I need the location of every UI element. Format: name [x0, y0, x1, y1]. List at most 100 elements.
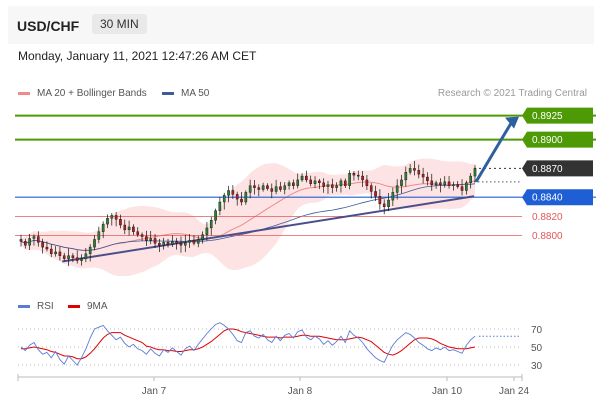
candle: [114, 212, 118, 227]
candle: [162, 237, 165, 250]
candle-body: [209, 220, 213, 229]
level-tag-0.8870: [522, 160, 593, 177]
candle: [318, 178, 321, 190]
candle: [361, 171, 364, 188]
candle: [84, 248, 88, 263]
candle: [331, 178, 334, 194]
candle-body: [270, 188, 274, 192]
rsi-tick-50: 50: [531, 343, 543, 354]
candle-body: [400, 179, 403, 186]
candle: [205, 222, 209, 241]
candle: [179, 236, 183, 253]
candle-body: [184, 242, 187, 246]
level-tag-0.8925: [522, 107, 593, 124]
candle: [322, 178, 325, 193]
nine-ma-line: [21, 328, 476, 360]
rsi-tick-70: 70: [531, 325, 543, 336]
ma20-label: MA 20 + Bollinger Bands: [37, 88, 147, 99]
candle: [123, 219, 127, 235]
candle-body: [439, 182, 442, 185]
candle-body: [408, 168, 412, 173]
candle-body: [62, 255, 66, 259]
candle: [274, 179, 278, 195]
rsi-line: [20, 322, 476, 366]
candle-body: [434, 182, 438, 185]
candle-body: [127, 226, 131, 231]
candle-body: [382, 203, 386, 207]
ma50-swatch: [162, 92, 174, 95]
candle-body: [378, 196, 382, 205]
candle: [235, 191, 239, 206]
candle: [365, 174, 369, 191]
candle: [227, 185, 230, 203]
candle: [452, 181, 455, 191]
candle-body: [196, 239, 200, 244]
candle-body: [145, 236, 148, 241]
candle-body: [469, 175, 472, 184]
candle: [45, 241, 49, 252]
candle: [305, 170, 308, 183]
candle-body: [460, 186, 464, 191]
candle: [88, 244, 92, 262]
candle-body: [447, 181, 451, 186]
timeframe-badge[interactable]: 30 MIN: [92, 14, 147, 34]
candle-body: [374, 191, 377, 197]
candle: [166, 238, 170, 248]
legend-ma20: MA 20 + Bollinger Bands: [18, 88, 147, 99]
candle-body: [97, 231, 101, 240]
candle: [261, 182, 265, 192]
candle: [326, 180, 330, 194]
candle: [145, 230, 148, 247]
candle-body: [279, 186, 282, 190]
candle-body: [162, 242, 165, 246]
candle: [119, 214, 122, 229]
candle-body: [443, 181, 447, 185]
candle-body: [88, 246, 92, 255]
candle-body: [356, 174, 360, 177]
legend-rsi: RSI: [18, 301, 54, 312]
candle: [214, 208, 217, 225]
candle-body: [175, 241, 178, 244]
candle: [201, 231, 204, 244]
level-label-0.8820: 0.8820: [532, 212, 563, 223]
candle-body: [343, 180, 347, 186]
candle: [153, 234, 157, 249]
candle-body: [136, 231, 140, 235]
candle: [188, 234, 191, 248]
candle-body: [473, 168, 477, 177]
candle-body: [257, 187, 261, 190]
candle-body: [114, 215, 118, 220]
candle-body: [179, 243, 183, 246]
candle-body: [106, 218, 109, 225]
candle: [106, 214, 109, 229]
candle: [222, 192, 226, 210]
candle-body: [326, 184, 330, 187]
candle: [374, 185, 377, 202]
forecast-arrow-head: [505, 116, 519, 129]
candle-body: [261, 185, 265, 190]
x-tick-label: Jan 7: [142, 386, 167, 397]
candle: [244, 190, 248, 205]
candle-body: [227, 190, 230, 196]
candle: [434, 180, 438, 189]
candle: [36, 231, 40, 247]
level-tag-0.8840: [522, 189, 593, 206]
candle: [93, 234, 96, 251]
candle-body: [248, 185, 252, 193]
candle-body: [313, 180, 317, 184]
candle: [71, 253, 75, 263]
candle: [300, 173, 304, 182]
candle: [413, 160, 416, 176]
candle-body: [41, 242, 44, 248]
candle-body: [222, 195, 226, 203]
symbol-title: USD/CHF: [17, 18, 80, 34]
candle: [58, 246, 62, 261]
candle-body: [158, 243, 161, 246]
candle-body: [335, 185, 338, 188]
candle: [348, 170, 351, 190]
rsi-tick-30: 30: [531, 361, 543, 372]
candle-body: [391, 192, 395, 201]
candle-body: [253, 185, 256, 188]
candle: [132, 224, 135, 235]
candle: [184, 235, 187, 253]
